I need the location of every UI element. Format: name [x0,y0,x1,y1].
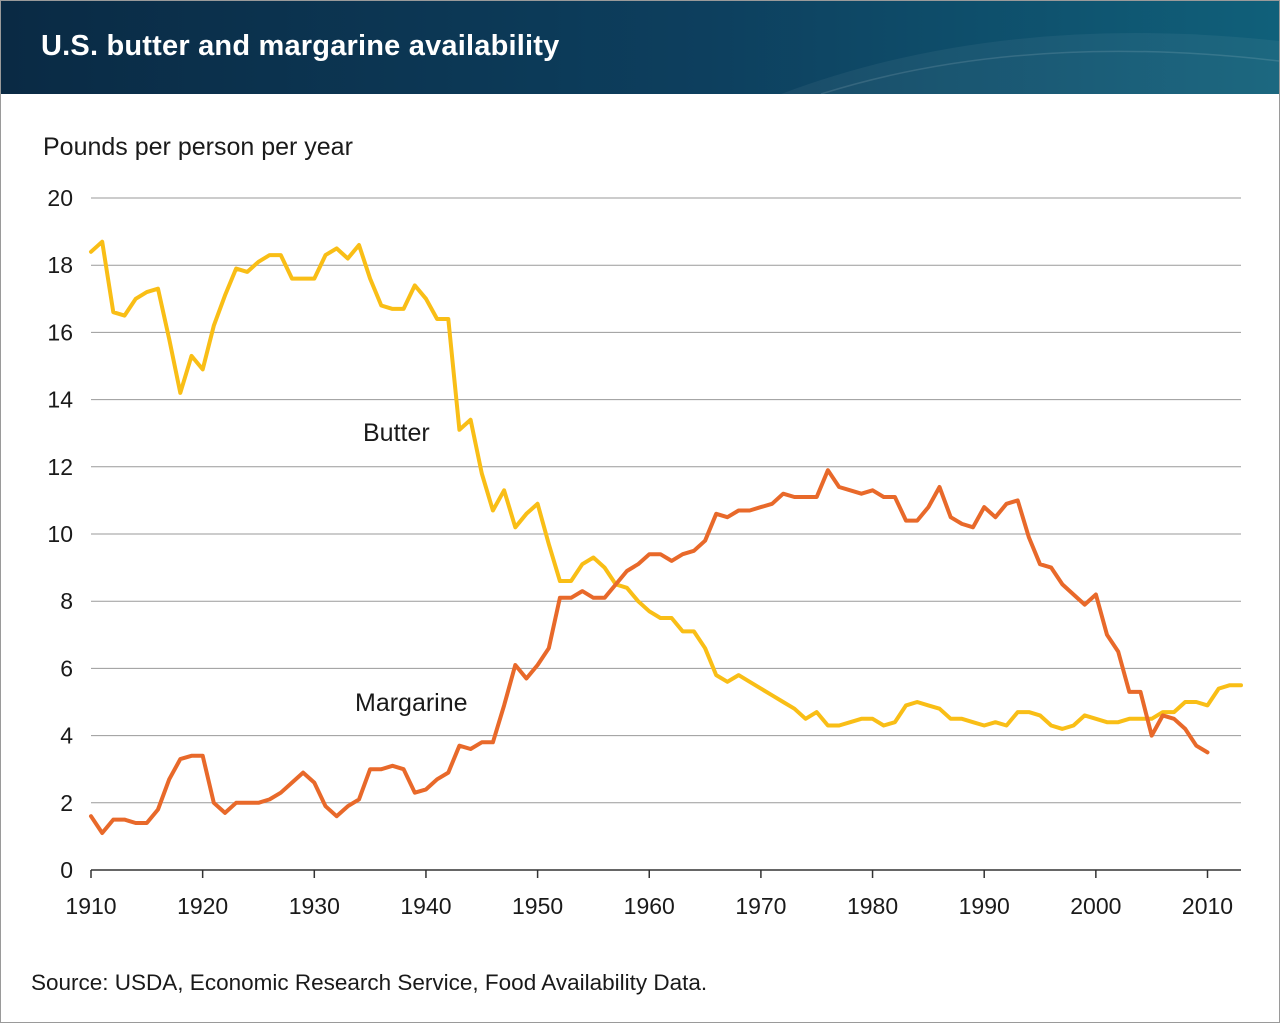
x-tick-label: 1930 [289,893,340,919]
chart-title: U.S. butter and margarine availability [41,30,560,62]
y-tick-label: 0 [60,857,73,883]
source-note: Source: USDA, Economic Research Service,… [31,970,708,995]
series-line-butter [89,239,1243,731]
annotation-butter: Butter [363,419,430,447]
header-banner: U.S. butter and margarine availability [1,1,1279,94]
y-tick-labels: 0 2 4 6 8 10 12 14 16 18 20 [47,185,73,883]
y-tick-label: 16 [47,319,73,345]
annotation-margarine: Margarine [355,689,468,717]
x-tick-label: 2000 [1070,893,1121,919]
x-tick-label: 1920 [177,893,228,919]
x-tick-label: 1970 [735,893,786,919]
x-tick-labels: 1910 1920 1930 1940 1950 1960 1970 1980 1990 2000… [65,870,1233,919]
y-tick-label: 10 [47,521,73,547]
y-tick-label: 18 [47,252,73,278]
y-tick-label: 2 [60,790,73,816]
y-tick-label: 8 [60,588,73,614]
series-annotations: Butter Margarine [355,419,468,717]
x-tick-label: 1910 [65,893,116,919]
y-tick-label: 14 [47,387,73,413]
x-tick-label: 1960 [624,893,675,919]
y-tick-label: 20 [47,185,73,211]
x-tick-label: 1950 [512,893,563,919]
series-lines [89,239,1243,835]
y-tick-label: 4 [60,723,73,749]
y-tick-label: 12 [47,454,73,480]
header-decoration [781,33,1279,94]
series-line-margarine [89,468,1210,835]
x-tick-label: 1990 [959,893,1010,919]
x-tick-label: 1940 [400,893,451,919]
gridlines [91,197,1241,871]
x-tick-label: 2010 [1182,893,1233,919]
y-tick-label: 6 [60,655,73,681]
y-axis-label: Pounds per person per year [43,133,353,161]
x-tick-label: 1980 [847,893,898,919]
